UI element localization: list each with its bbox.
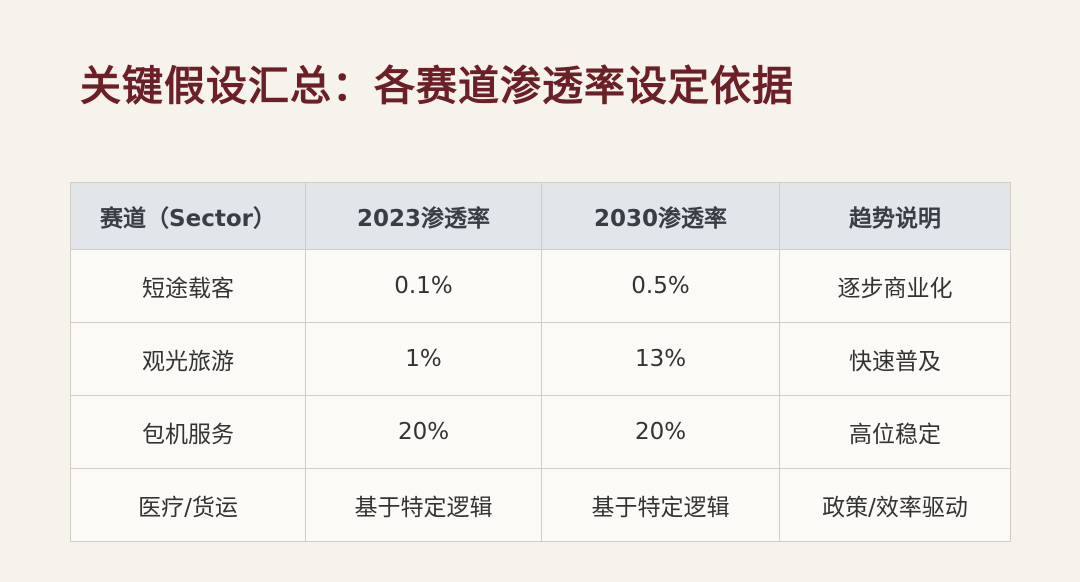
- cell-2023-rate: 20%: [305, 395, 542, 469]
- cell-trend: 高位稳定: [779, 395, 1011, 469]
- cell-2030-rate: 13%: [541, 322, 780, 396]
- slide-title: 关键假设汇总：各赛道渗透率设定依据: [80, 62, 794, 110]
- cell-sector: 医疗/货运: [70, 468, 306, 542]
- cell-trend: 快速普及: [779, 322, 1011, 396]
- table-row: 医疗/货运 基于特定逻辑 基于特定逻辑 政策/效率驱动: [70, 468, 1011, 542]
- cell-sector: 包机服务: [70, 395, 306, 469]
- cell-2030-rate: 0.5%: [541, 249, 780, 323]
- cell-2023-rate: 1%: [305, 322, 542, 396]
- table-row: 短途载客 0.1% 0.5% 逐步商业化: [70, 249, 1011, 323]
- cell-trend: 政策/效率驱动: [779, 468, 1011, 542]
- header-2030-rate: 2030渗透率: [541, 182, 780, 250]
- data-table: 赛道（Sector） 2023渗透率 2030渗透率 趋势说明 短途载客 0.1…: [70, 182, 1011, 542]
- table-row: 观光旅游 1% 13% 快速普及: [70, 322, 1011, 396]
- cell-trend: 逐步商业化: [779, 249, 1011, 323]
- header-2023-rate: 2023渗透率: [305, 182, 542, 250]
- cell-2030-rate: 20%: [541, 395, 780, 469]
- header-trend: 趋势说明: [779, 182, 1011, 250]
- cell-sector: 观光旅游: [70, 322, 306, 396]
- cell-sector: 短途载客: [70, 249, 306, 323]
- header-sector: 赛道（Sector）: [70, 182, 306, 250]
- table-row: 包机服务 20% 20% 高位稳定: [70, 395, 1011, 469]
- cell-2030-rate: 基于特定逻辑: [541, 468, 780, 542]
- cell-2023-rate: 0.1%: [305, 249, 542, 323]
- table-header-row: 赛道（Sector） 2023渗透率 2030渗透率 趋势说明: [70, 182, 1011, 250]
- cell-2023-rate: 基于特定逻辑: [305, 468, 542, 542]
- penetration-table: 赛道（Sector） 2023渗透率 2030渗透率 趋势说明 短途载客 0.1…: [70, 182, 1011, 542]
